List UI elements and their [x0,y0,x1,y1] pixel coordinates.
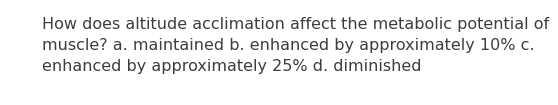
Text: How does altitude acclimation affect the metabolic potential of
muscle? a. maint: How does altitude acclimation affect the… [42,17,549,74]
